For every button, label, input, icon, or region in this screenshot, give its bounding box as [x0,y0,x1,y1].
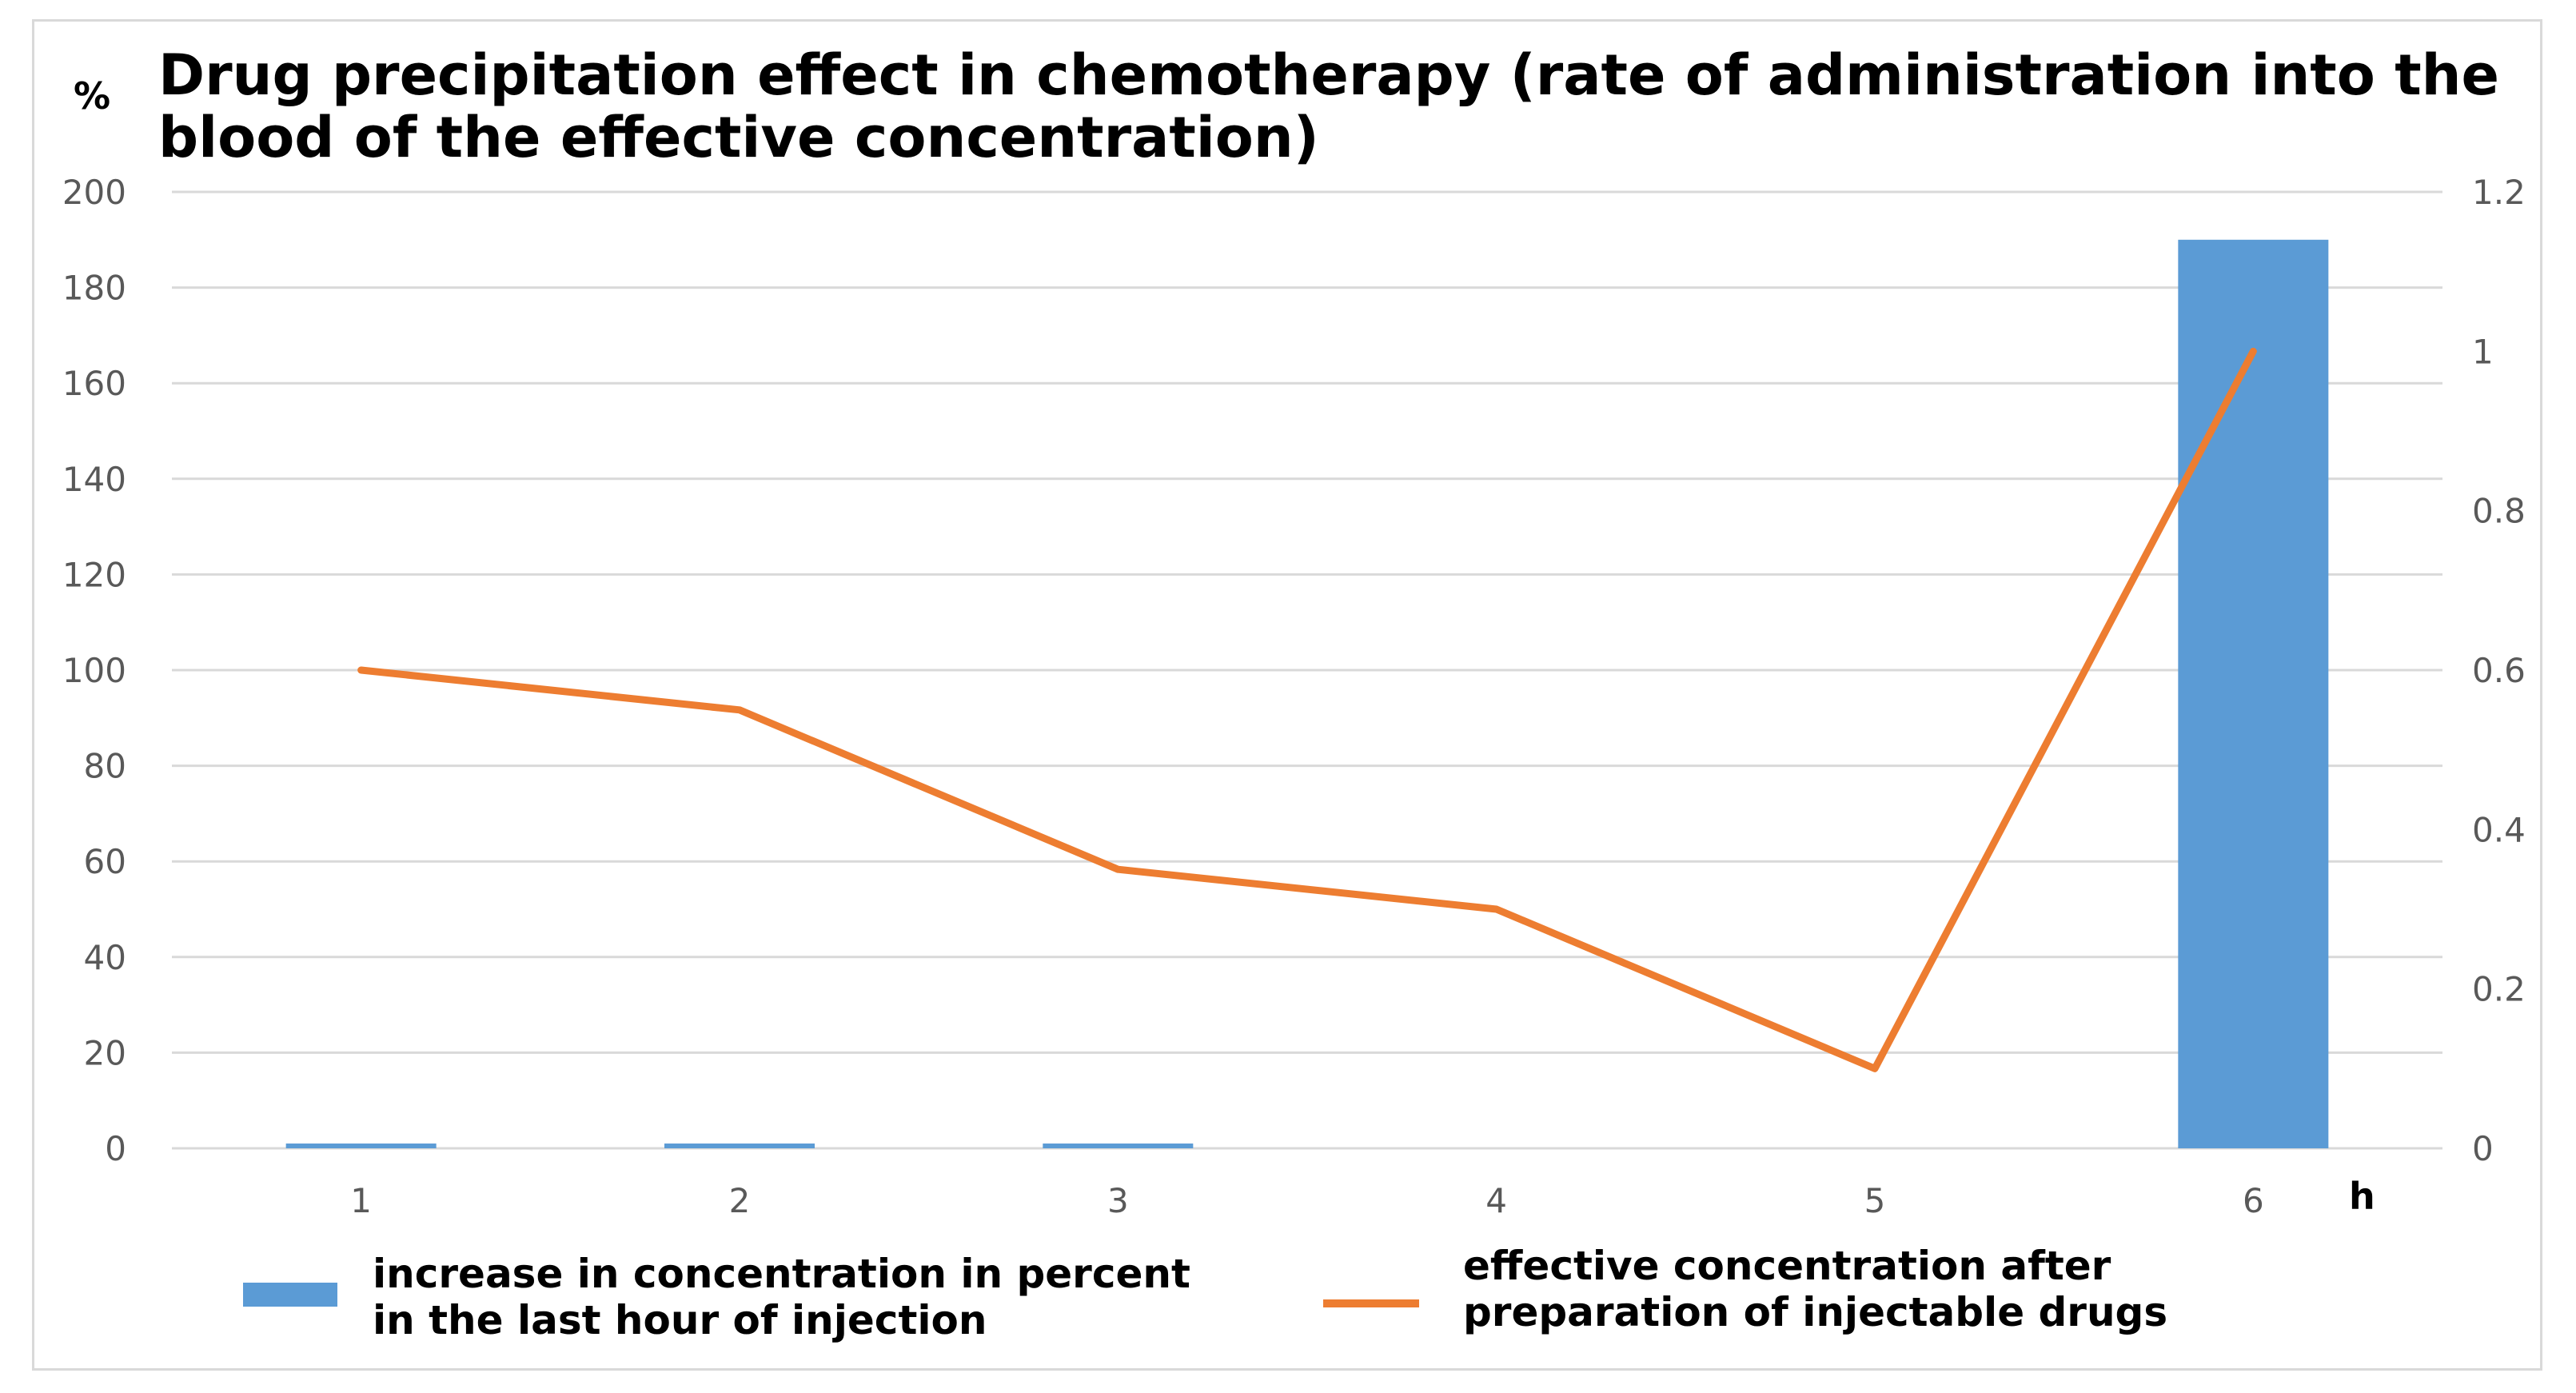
x-tick-label: 4 [1485,1181,1507,1220]
y-left-tick-label: 60 [84,842,126,881]
gridlines [172,190,2442,1150]
bar [1043,1144,1194,1148]
y-left-tick-label: 200 [62,173,126,212]
y-right-tick-label: 1.2 [2472,173,2526,212]
y-right-tick-label: 1 [2472,332,2494,371]
y-left-tick-label: 120 [62,555,126,594]
bar [664,1144,815,1148]
x-tick-label: 3 [1107,1181,1129,1220]
x-tick-label: 5 [1864,1181,1886,1220]
x-axis: 1 2 3 4 5 6 [350,1181,2263,1220]
bar-series [285,239,2329,1148]
y-left-tick-label: 0 [105,1129,126,1168]
x-tick-label: 6 [2243,1181,2264,1220]
y-right-tick-label: 0 [2472,1129,2494,1168]
legend-swatch-bar [243,1283,337,1307]
y-right-tick-label: 0.2 [2472,970,2526,1009]
series-line [357,347,2257,1072]
y-left-tick-label: 80 [84,747,126,786]
y-left-tick-label: 20 [84,1033,126,1072]
y-left-tick-label: 180 [62,269,126,308]
legend-label-line-line-2: preparation of injectable drugs [1463,1289,2167,1335]
legend: increase in concentration in percent in … [243,1243,2167,1343]
y-left-tick-label: 160 [62,364,126,403]
x-tick-label: 2 [729,1181,751,1220]
bar [285,1144,437,1148]
line-series [357,347,2257,1072]
chart-title-line-2: blood of the effective concentration) [158,105,1319,170]
x-tick-label: 1 [350,1181,372,1220]
chart-frame [32,19,2542,1371]
y-left-tick-label: 140 [62,460,126,499]
y-unit-label: % [74,74,110,118]
y-left-tick-label: 100 [62,651,126,690]
bar [2178,239,2329,1148]
y-axis-right: 0 0.2 0.4 0.6 0.8 1 1.2 [2472,173,2526,1168]
y-right-tick-label: 0.8 [2472,492,2526,531]
y-left-tick-label: 40 [84,938,126,977]
y-axis-left: 0 20 40 60 80 100 120 140 160 180 200 [62,173,126,1168]
legend-label-line-line-1: effective concentration after [1463,1243,2111,1289]
legend-label-bar-line-2: in the last hour of injection [373,1297,987,1343]
y-right-tick-label: 0.4 [2472,810,2526,849]
y-right-tick-label: 0.6 [2472,651,2526,690]
legend-label-bar-line-1: increase in concentration in percent [373,1251,1190,1297]
chart-title-line-1: Drug precipitation effect in chemotherap… [158,42,2499,108]
x-unit-label: h [2349,1175,2375,1218]
